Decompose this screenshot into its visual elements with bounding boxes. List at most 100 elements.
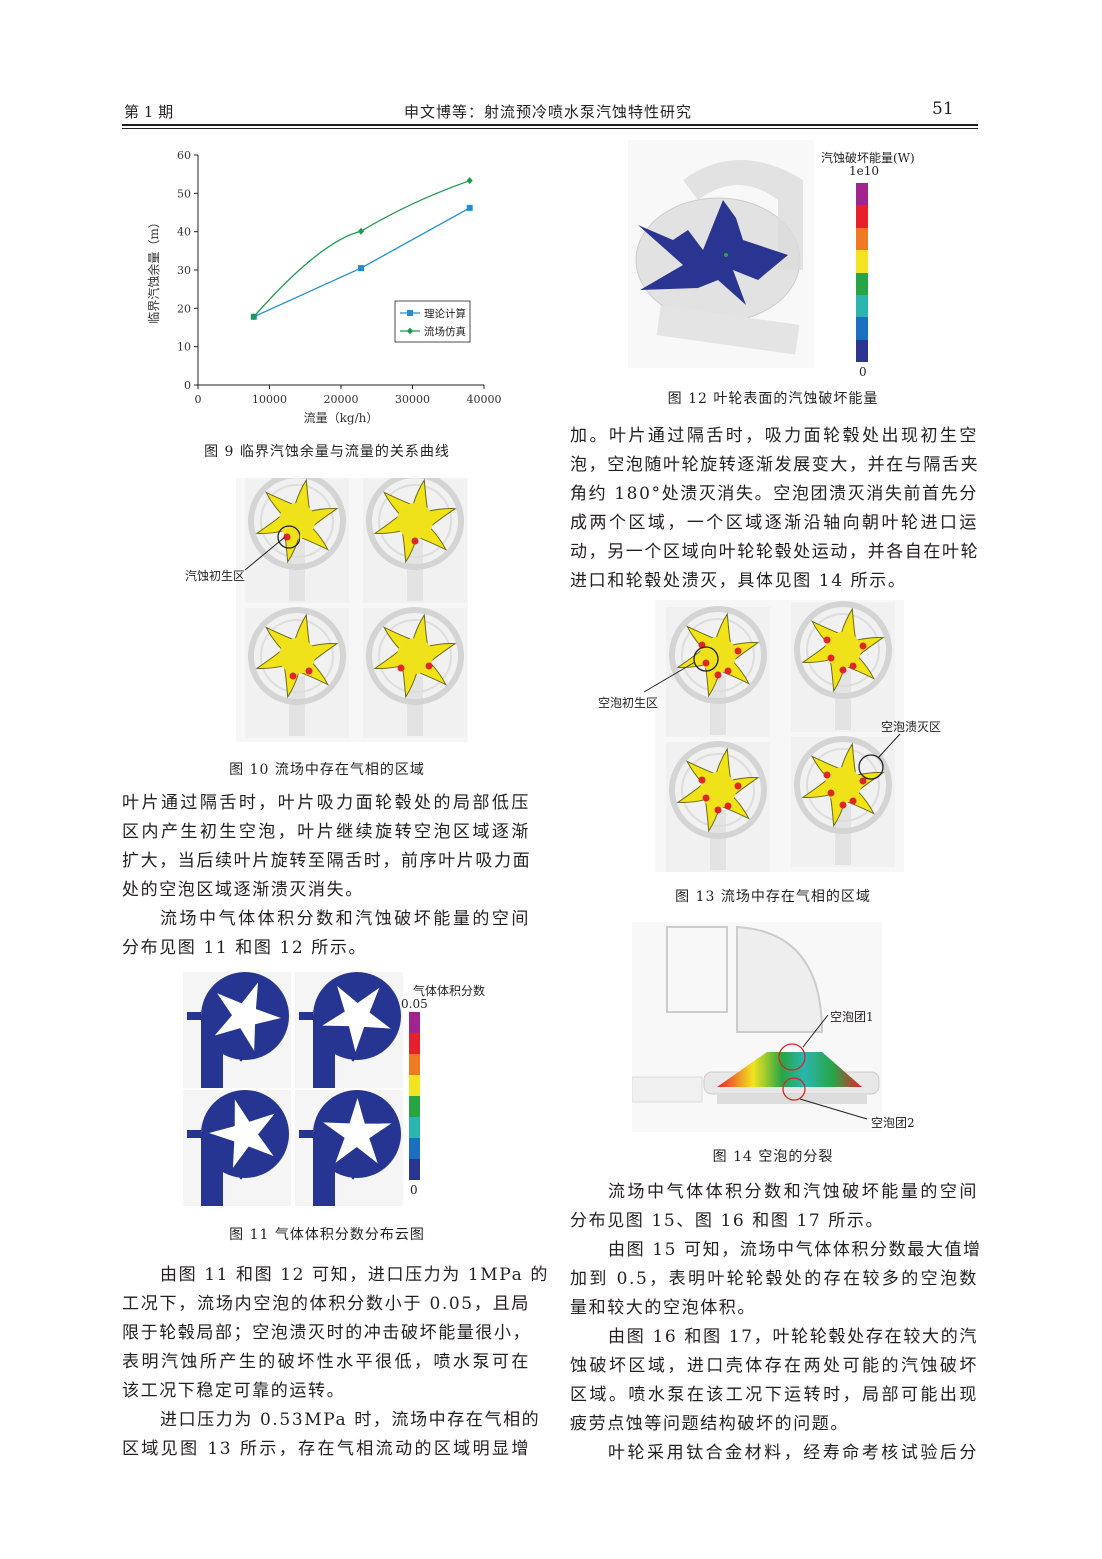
text-line: 量和较大的空泡体积。 <box>570 1298 756 1318</box>
figure-12-caption: 图 12 叶轮表面的汽蚀破坏能量 <box>667 391 879 407</box>
text-line: 疲劳点蚀等问题结构破坏的问题。 <box>570 1414 849 1434</box>
figure-12-image <box>628 140 814 368</box>
text-line: 加到 0.5，表明叶轮轮毂处的存在较多的空泡数 <box>570 1269 978 1289</box>
text-line: 动，另一个区域向叶轮轮毂处运动，并各自在叶轮 <box>570 542 980 562</box>
vapor-region <box>827 789 835 797</box>
volute-outlet <box>313 1016 335 1088</box>
hub <box>717 1094 867 1104</box>
text-line: 泡，空泡随叶轮旋转逐渐发展变大，并在与隔舌夹 <box>570 455 980 475</box>
text-line: 处的空泡区域逐渐溃灭消失。 <box>122 880 364 900</box>
figure-11-image <box>183 972 403 1206</box>
vapor-region <box>734 647 742 655</box>
header-rule <box>122 124 978 126</box>
volute-ring <box>794 736 892 834</box>
vapor-region <box>859 777 867 785</box>
figure-9-caption: 图 9 临界汽蚀余量与流量的关系曲线 <box>204 444 450 460</box>
text-line: 流场中气体体积分数和汽蚀破坏能量的空间 <box>608 1182 978 1202</box>
figure-13-annotation-inception: 空泡初生区 <box>598 696 659 710</box>
legend-label: 流场仿真 <box>424 325 466 338</box>
impeller-cutout <box>322 986 391 1052</box>
text-line: 区域见图 13 所示，存在气相流动的区域明显增 <box>122 1439 530 1459</box>
colorbar-segment <box>856 294 868 318</box>
impeller-surface <box>638 200 788 305</box>
figure-10-annotation: 汽蚀初生区 <box>185 569 246 583</box>
colorbar-segment <box>409 1117 420 1138</box>
colorbar-segment <box>856 183 868 206</box>
series-line-2 <box>253 180 470 318</box>
volute-ring <box>366 607 464 705</box>
colorbar-segment <box>409 1033 420 1054</box>
x-axis-label: 流量（kg/h） <box>304 411 379 425</box>
inlet-nozzle <box>187 1012 201 1020</box>
colorbar-segment <box>409 1159 420 1180</box>
inlet-pipe <box>683 160 803 270</box>
inner-ring <box>378 619 452 693</box>
inner-ring <box>806 748 880 822</box>
body-text-right-top: 加。叶片通过隔舌时，吸力面轮毂处出现初生空 泡，空泡随叶轮旋转逐渐发展变大，并在与… <box>570 422 978 596</box>
impeller-hub <box>279 638 315 674</box>
running-title: 申文博等：射流预冷喷水泵汽蚀特性研究 <box>403 103 693 121</box>
inner-ring <box>681 618 755 692</box>
figure-10-caption: 图 10 流场中存在气相的区域 <box>229 762 425 778</box>
vapor-region <box>823 636 831 644</box>
data-point <box>466 204 473 211</box>
inlet-nozzle <box>187 1130 201 1138</box>
figure-9-chart: 0 10 20 30 40 50 60 0 10000 20000 30000 40000 流量（kg/… <box>146 149 502 425</box>
colorbar-segment <box>856 205 868 228</box>
center-dot <box>351 1176 355 1180</box>
inner-ring <box>806 613 880 687</box>
vapor-region <box>283 533 291 541</box>
figure-10-image <box>236 478 468 742</box>
volute-ring <box>248 607 346 705</box>
vapor-region <box>714 806 722 814</box>
volute-ring <box>366 478 464 570</box>
figure-13-caption: 图 13 流场中存在气相的区域 <box>675 889 871 905</box>
text-line: 由图 16 和图 17，叶轮轮毂处存在较大的汽 <box>608 1327 978 1347</box>
legend-marker <box>407 310 413 316</box>
legend-box <box>394 300 471 343</box>
vapor-region <box>411 537 419 545</box>
colorbar-segment <box>409 1075 420 1096</box>
impeller-hub <box>700 772 736 808</box>
data-point <box>358 227 365 235</box>
vapor-region <box>823 771 831 779</box>
text-line: 该工况下稳定可靠的运转。 <box>122 1381 346 1401</box>
impeller-cutout <box>214 982 281 1051</box>
inner-ring <box>681 753 755 827</box>
bubble-cluster-1-marker <box>778 1043 806 1071</box>
figure-13-collapse-marker <box>858 733 901 780</box>
volute-ring <box>669 606 767 704</box>
center-dot <box>351 1058 355 1062</box>
figure-14-annotation-2: 空泡团2 <box>871 1116 915 1130</box>
text-line: 叶片通过隔舌时，叶片吸力面轮毂处的局部低压 <box>122 793 530 813</box>
text-line: 分布见图 15、图 16 和图 17 所示。 <box>570 1211 885 1231</box>
impeller-hub <box>825 632 861 668</box>
volute-outlet <box>201 1134 223 1206</box>
volute-outlet <box>201 1016 223 1088</box>
figure-13-image <box>655 600 904 872</box>
colorbar-segment <box>856 272 868 295</box>
vapor-region <box>849 662 857 670</box>
header-rule-thin <box>122 128 978 129</box>
data-point <box>466 177 473 185</box>
vapor-region <box>425 662 433 670</box>
legend-marker <box>407 327 413 335</box>
vapor-region <box>714 671 722 679</box>
text-line: 工况下，流场内空泡的体积分数小于 0.05，且局 <box>122 1294 530 1314</box>
figure-12-colorbar-title: 汽蚀破坏能量(W) <box>821 151 915 165</box>
y-tick-label: 60 <box>177 149 191 162</box>
text-line: 表明汽蚀所产生的破坏性水平很低，喷水泵可在 <box>122 1352 530 1372</box>
figure-13-inception-marker <box>643 646 719 693</box>
x-tick-label: 20000 <box>324 393 359 406</box>
figure-11-colorbar-max: 0.05 <box>401 997 428 1011</box>
damage-spot <box>724 253 728 257</box>
figure-11-colorbar-min: 0 <box>410 1183 418 1197</box>
impeller-hub <box>397 503 433 539</box>
elbow-pipe <box>736 925 824 1033</box>
y-tick-label: 10 <box>177 341 191 354</box>
outlet-pipe <box>656 305 800 355</box>
figure-13-annotation-collapse: 空泡溃灭区 <box>881 720 942 734</box>
inner-ring <box>378 484 452 558</box>
volute-outlet <box>313 1134 335 1206</box>
text-line: 进口和轮毂处溃灭，具体见图 14 所示。 <box>570 571 907 591</box>
